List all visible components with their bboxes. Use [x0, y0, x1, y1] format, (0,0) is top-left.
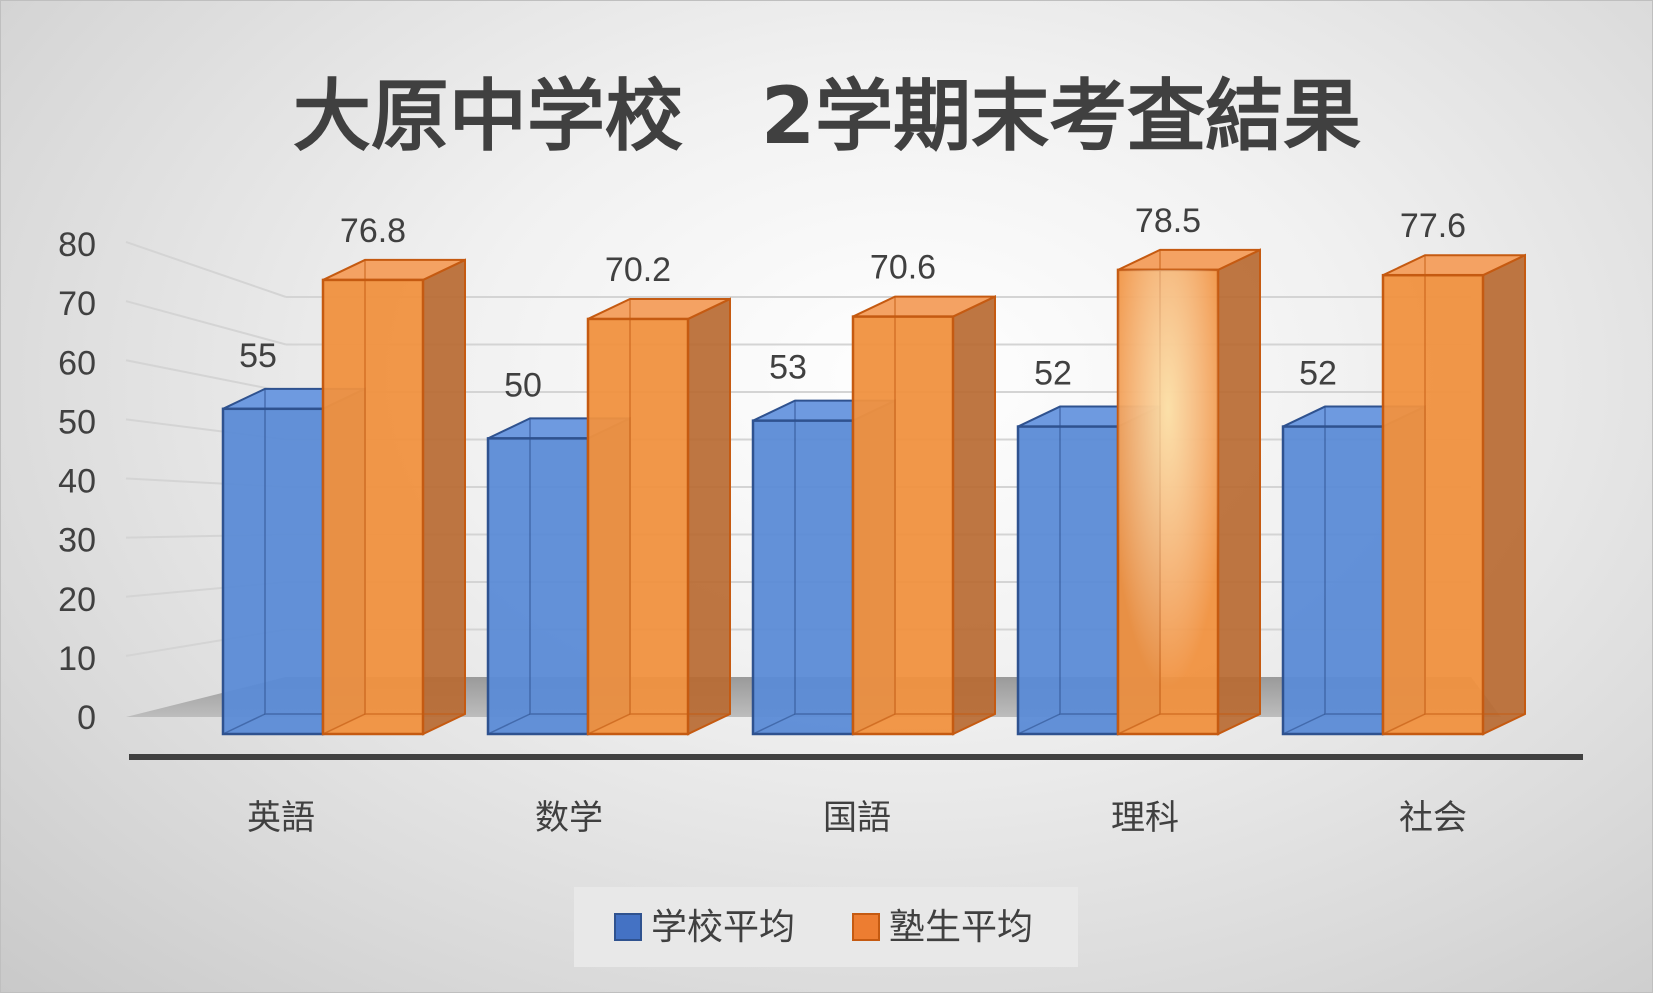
y-tick-label: 50 — [58, 403, 96, 441]
data-label: 76.8 — [340, 212, 406, 250]
bar-edge — [587, 713, 631, 735]
bar-front — [486, 437, 590, 736]
data-label: 70.6 — [870, 249, 936, 287]
bar-side — [1482, 253, 1526, 736]
y-axis: 0 10 20 30 40 50 60 70 80 — [58, 226, 96, 737]
bar-front — [221, 407, 325, 736]
legend-box — [574, 887, 1078, 967]
x-tick-label: 国語 — [823, 798, 891, 838]
x-tick-label: 英語 — [247, 798, 315, 838]
bar-side — [687, 297, 731, 736]
bar-side — [1217, 248, 1261, 736]
y-tick-label: 80 — [58, 226, 96, 264]
bar-front — [751, 419, 855, 736]
chart-title: 大原中学校 2学期末考査結果 — [293, 72, 1361, 162]
x-tick-label: 数学 — [535, 798, 603, 838]
legend-label-juku: 塾生平均 — [889, 907, 1033, 948]
bar-edge — [752, 713, 796, 735]
bar-edge — [1382, 713, 1426, 735]
legend-label-school: 学校平均 — [651, 907, 795, 948]
bar-side — [422, 258, 466, 736]
legend-swatch-juku — [852, 913, 880, 941]
gridline-side — [125, 241, 287, 298]
x-axis: 英語 数学 国語 理科 社会 — [129, 754, 1583, 838]
y-tick-label: 20 — [58, 581, 96, 619]
bar-edge — [1282, 713, 1326, 735]
y-tick-label: 60 — [58, 344, 96, 382]
y-tick-label: 70 — [58, 285, 96, 323]
legend-swatch-school — [614, 913, 642, 941]
bar-juku-2 — [851, 294, 996, 736]
bar-juku-0 — [321, 258, 466, 736]
y-tick-label: 10 — [58, 640, 96, 678]
bar-edge — [1017, 713, 1061, 735]
bar-front — [321, 278, 425, 736]
bars — [221, 248, 1526, 736]
data-label: 53 — [769, 349, 807, 387]
x-tick-label: 理科 — [1111, 798, 1179, 838]
bar-juku-4 — [1381, 253, 1526, 736]
data-label: 55 — [239, 337, 277, 375]
bar-side — [952, 294, 996, 736]
bar-edge — [322, 713, 366, 735]
data-label: 78.5 — [1135, 202, 1201, 240]
bar-front — [1281, 425, 1385, 736]
bar-front — [586, 317, 690, 736]
bar-edge — [852, 713, 896, 735]
data-label: 52 — [1299, 355, 1337, 393]
legend: 学校平均 塾生平均 — [574, 887, 1078, 967]
bar-edge — [487, 713, 531, 735]
bar-juku-3 — [1116, 248, 1261, 736]
data-label: 52 — [1034, 355, 1072, 393]
gridline-side — [125, 359, 287, 393]
bar-front — [1016, 425, 1120, 736]
data-label: 50 — [504, 366, 542, 404]
data-label: 77.6 — [1400, 207, 1466, 245]
bar-front — [851, 315, 955, 736]
x-tick-label: 社会 — [1399, 798, 1467, 838]
bar-highlight — [1118, 269, 1218, 734]
y-tick-label: 30 — [58, 522, 96, 560]
bar-edge — [222, 713, 266, 735]
bar-front — [1381, 273, 1485, 736]
data-label: 70.2 — [605, 251, 671, 289]
y-tick-label: 0 — [77, 699, 96, 737]
gridline-side — [125, 300, 287, 346]
data-labels: 55 76.8 50 70.2 53 70.6 52 78.5 52 77.6 — [239, 202, 1466, 405]
y-tick-label: 40 — [58, 463, 96, 501]
bar-juku-1 — [586, 297, 731, 736]
